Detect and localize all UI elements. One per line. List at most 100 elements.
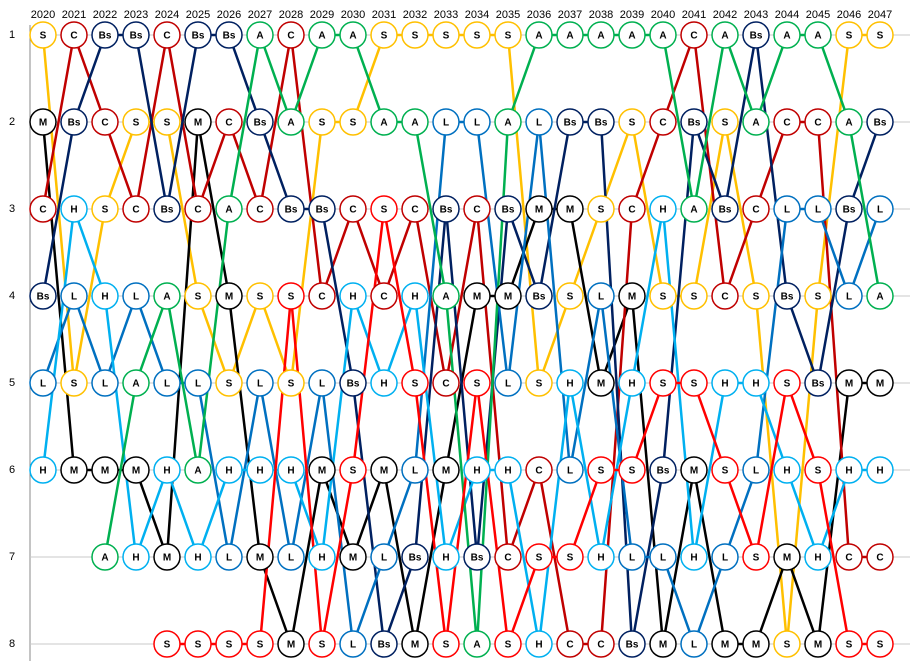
marker-label: S	[536, 379, 543, 390]
rank-marker	[432, 108, 460, 136]
marker-label: H	[845, 466, 852, 477]
marker-label: S	[536, 553, 543, 564]
marker-label: S	[753, 553, 760, 564]
marker-label: H	[225, 466, 232, 477]
marker-label: Bs	[378, 640, 391, 651]
x-tick-label: 2031	[372, 9, 396, 21]
marker-label: A	[163, 292, 170, 303]
marker-label: S	[319, 640, 326, 651]
rank-marker	[401, 369, 429, 397]
rank-marker	[215, 282, 243, 310]
marker-label: S	[350, 466, 357, 477]
marker-label: S	[505, 640, 512, 651]
rank-marker	[618, 630, 646, 658]
x-tick-label: 2030	[341, 9, 365, 21]
x-tick-label: 2041	[682, 9, 706, 21]
marker-label: H	[70, 205, 77, 216]
rank-marker	[29, 282, 57, 310]
marker-label: M	[597, 379, 605, 390]
marker-label: Bs	[285, 205, 298, 216]
x-tick-label: 2040	[651, 9, 675, 21]
rank-marker	[649, 21, 677, 49]
rank-marker	[122, 282, 150, 310]
rank-marker	[649, 108, 677, 136]
marker-label: H	[256, 466, 263, 477]
rank-marker	[29, 21, 57, 49]
rank-marker	[60, 195, 88, 223]
marker-label: A	[256, 31, 263, 42]
marker-label: S	[164, 640, 171, 651]
marker-label: M	[39, 118, 47, 129]
rank-marker	[835, 630, 863, 658]
rank-marker	[711, 282, 739, 310]
rank-marker	[835, 369, 863, 397]
rank-marker	[122, 21, 150, 49]
rank-marker	[618, 21, 646, 49]
rank-marker	[339, 282, 367, 310]
rank-marker	[711, 21, 739, 49]
marker-label: A	[721, 31, 728, 42]
y-tick-label: 5	[9, 377, 15, 389]
x-tick-label: 2036	[527, 9, 551, 21]
marker-label: C	[814, 118, 821, 129]
rank-marker	[773, 369, 801, 397]
rank-marker	[711, 195, 739, 223]
rank-marker	[556, 456, 584, 484]
rank-marker	[556, 282, 584, 310]
marker-label: C	[876, 553, 883, 564]
rank-marker	[463, 282, 491, 310]
marker-label: H	[783, 466, 790, 477]
marker-label: S	[102, 205, 109, 216]
rank-marker	[432, 543, 460, 571]
marker-label: L	[102, 379, 108, 390]
marker-label: Bs	[68, 118, 81, 129]
marker-label: S	[846, 640, 853, 651]
marker-label: S	[567, 292, 574, 303]
rank-marker	[804, 195, 832, 223]
rank-marker	[432, 282, 460, 310]
x-tick-label: 2042	[713, 9, 737, 21]
marker-label: C	[380, 292, 387, 303]
rank-marker	[339, 369, 367, 397]
marker-label: A	[752, 118, 759, 129]
rank-marker	[618, 456, 646, 484]
rank-marker	[618, 282, 646, 310]
marker-label: M	[535, 205, 543, 216]
y-tick-label: 4	[9, 290, 15, 302]
x-tick-label: 2044	[775, 9, 799, 21]
marker-label: H	[132, 553, 139, 564]
rank-marker	[835, 456, 863, 484]
marker-label: C	[783, 118, 790, 129]
rank-marker	[742, 195, 770, 223]
rank-marker	[184, 369, 212, 397]
marker-label: H	[442, 553, 449, 564]
rank-marker	[215, 630, 243, 658]
marker-label: L	[164, 379, 170, 390]
rank-marker	[153, 108, 181, 136]
x-tick-label: 2021	[62, 9, 86, 21]
rank-marker	[587, 21, 615, 49]
marker-label: H	[814, 553, 821, 564]
rank-marker	[742, 630, 770, 658]
marker-label: S	[722, 466, 729, 477]
marker-label: C	[845, 553, 852, 564]
marker-label: H	[659, 205, 666, 216]
rank-marker	[494, 630, 522, 658]
rank-marker	[587, 630, 615, 658]
marker-label: C	[597, 640, 604, 651]
rank-marker	[804, 282, 832, 310]
x-tick-label: 2025	[186, 9, 210, 21]
marker-label: S	[443, 640, 450, 651]
rank-marker	[587, 108, 615, 136]
marker-label: C	[721, 292, 728, 303]
rank-marker	[339, 630, 367, 658]
rank-marker	[401, 108, 429, 136]
rank-marker	[184, 21, 212, 49]
marker-label: Bs	[626, 640, 639, 651]
marker-label: S	[567, 553, 574, 564]
marker-label: A	[473, 640, 480, 651]
rank-marker	[339, 195, 367, 223]
rank-marker	[463, 195, 491, 223]
marker-label: C	[628, 205, 635, 216]
marker-label: S	[288, 379, 295, 390]
